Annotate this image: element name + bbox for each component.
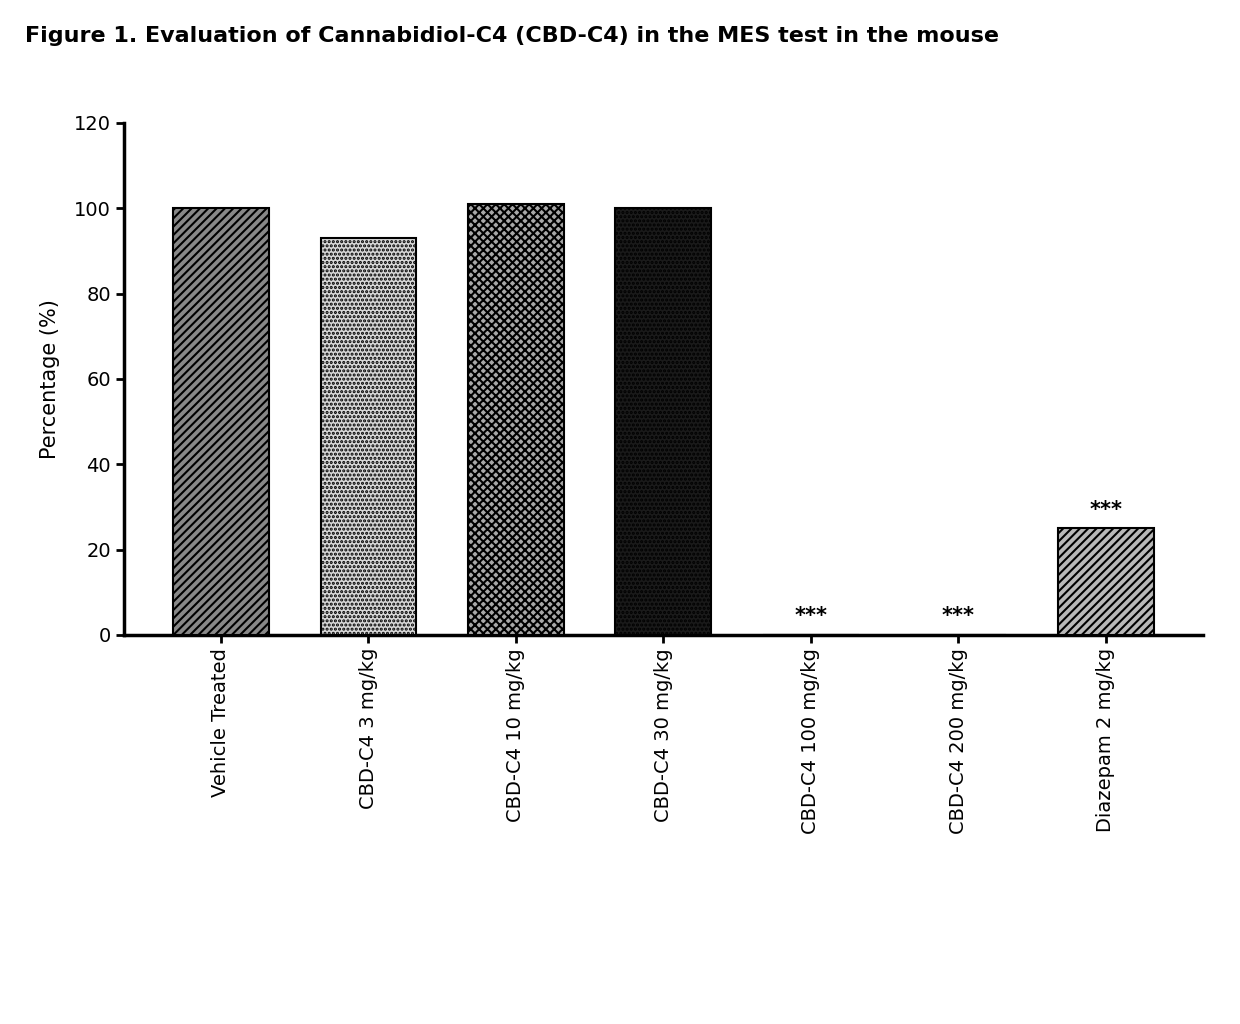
- Bar: [174, 208, 269, 635]
- Text: Figure 1. Evaluation of Cannabidiol-C4 (CBD-C4) in the MES test in the mouse: Figure 1. Evaluation of Cannabidiol-C4 (…: [25, 26, 998, 46]
- Bar: [467, 204, 564, 635]
- Text: ***: ***: [795, 606, 827, 627]
- Y-axis label: Percentage (%): Percentage (%): [40, 299, 60, 459]
- Bar: [320, 238, 417, 635]
- Text: ***: ***: [942, 606, 975, 627]
- Bar: [1058, 528, 1153, 635]
- Text: ***: ***: [1089, 500, 1122, 520]
- Bar: [615, 208, 712, 635]
